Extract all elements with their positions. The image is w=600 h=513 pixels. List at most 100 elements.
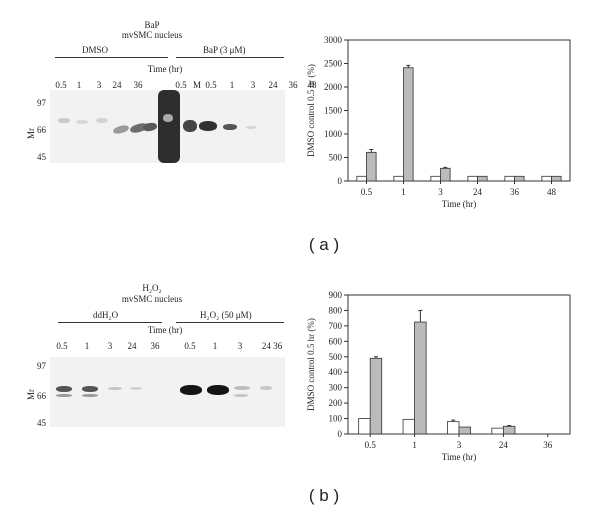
blot-b-marker-45: 45 (37, 418, 46, 428)
bar (467, 175, 478, 182)
y-tick-label: 600 (329, 336, 343, 346)
blot-a-left-bracket (55, 57, 168, 58)
band (183, 120, 197, 132)
bar (402, 418, 415, 435)
bar (491, 427, 504, 435)
y-tick-label: 500 (329, 352, 343, 362)
x-tick-label: 36 (543, 440, 553, 450)
band (82, 386, 98, 392)
bar (356, 175, 367, 182)
x-tick-label: 0.5 (365, 440, 377, 450)
blot-a-lane-label: 0.5 (55, 80, 67, 90)
blot-a-mr-label: Mr (26, 128, 36, 139)
blot-a-lane-label: 1 (229, 80, 235, 90)
band (130, 387, 142, 390)
blot-a-right-bracket (176, 57, 284, 58)
blot-a-title: BaP (144, 20, 160, 30)
x-tick-label: 1 (412, 440, 417, 450)
band (234, 386, 250, 390)
blot-b-right-bracket (176, 322, 284, 323)
y-tick-label: 500 (329, 153, 343, 163)
x-tick-label: 3 (457, 440, 462, 450)
blot-a-group-left: DMSO (82, 45, 109, 55)
blot-b-lane-label: 1 (84, 341, 90, 351)
blot-a-lane-label: 3 (250, 80, 256, 90)
x-tick-label: 1 (401, 187, 406, 197)
bar (358, 418, 371, 435)
blot-b-time-label: Time (hr) (147, 325, 183, 335)
band (142, 121, 158, 133)
band (82, 394, 98, 397)
y-tick-label: 2500 (324, 59, 343, 69)
bar-chart-a: 0 500 1000 1500 2000 2500 3000 0.5 1 3 24 36 48 Time … (306, 35, 571, 209)
blot-b-lane-label: 3 (237, 341, 243, 351)
bar (393, 175, 404, 182)
band (234, 394, 248, 397)
blot-a-lane-label: 1 (76, 80, 82, 90)
blot-b-lane-label: 24 (127, 341, 137, 351)
band (108, 387, 122, 390)
blot-a-lane-label: 24 (268, 80, 278, 90)
blot-a-marker-97: 97 (37, 98, 46, 108)
blot-a-lane-label: 36 (133, 80, 143, 90)
blot-a-subtitle: mvSMC nucleus (121, 30, 183, 40)
band (112, 124, 130, 135)
bar (541, 175, 552, 182)
blot-b-lane-label: 24 36 (261, 341, 283, 351)
y-tick-label: 1000 (324, 129, 343, 139)
x-tick-label: 48 (547, 187, 557, 197)
blot-b-group-right: H₂O₂ (50 μM) (200, 310, 252, 320)
bar (477, 175, 488, 182)
x-tick-label: 24 (473, 187, 483, 197)
blot-b-lane-label: 0.5 (56, 341, 68, 351)
band (163, 114, 173, 122)
blot-b-group-left: ddH₂O (93, 310, 119, 320)
bar (440, 167, 451, 182)
blot-a-lane-label: 0.5 (175, 80, 187, 90)
bar (458, 426, 471, 435)
blot-b-lane-label: 0.5 (184, 341, 196, 351)
x-axis-label: Time (hr) (442, 452, 476, 462)
bar (366, 151, 377, 182)
bar (403, 67, 414, 182)
band (207, 385, 229, 395)
y-tick-label: 700 (329, 321, 343, 331)
y-tick-label: 0 (338, 429, 343, 439)
x-tick-label: 36 (510, 187, 520, 197)
blot-b-left-bracket (58, 322, 162, 323)
y-tick-label: 0 (338, 176, 343, 186)
blot-a-lane-label: 36 (288, 80, 298, 90)
blot-a-marker-45: 45 (37, 152, 46, 162)
y-tick-label: 1500 (324, 106, 343, 116)
band (199, 121, 217, 131)
band (56, 386, 72, 392)
bar (430, 175, 441, 182)
blot-b-marker-97: 97 (37, 361, 46, 371)
blot-a-lane-label: 24 (112, 80, 122, 90)
x-tick-label: 3 (438, 187, 443, 197)
y-tick-label: 200 (329, 398, 343, 408)
y-tick-label: 2000 (324, 82, 343, 92)
blot-b-marker-66: 66 (37, 391, 46, 401)
bar (369, 357, 383, 435)
plot-frame (347, 39, 571, 182)
blot-b-title: H₂O₂ (142, 283, 162, 293)
blot-b-lane-label: 36 (150, 341, 160, 351)
bar (504, 175, 515, 182)
band (56, 394, 72, 397)
bar-chart-b: 0 100 200 300 400 500 600 700 800 900 0.5 1 3 24 36 Tim… (306, 290, 571, 462)
blot-a-lane-label: 48 (307, 80, 317, 90)
bar (414, 321, 427, 435)
y-tick-label: 300 (329, 383, 343, 393)
blot-a-image (50, 90, 285, 163)
band-marker-lane (158, 90, 180, 163)
bar (551, 175, 562, 182)
y-tick-label: 400 (329, 367, 343, 377)
band (223, 124, 237, 130)
y-tick-label: 3000 (324, 35, 343, 45)
panel-label-b: ( b ) (308, 486, 340, 505)
blot-b-subtitle: mvSMC nucleus (121, 294, 183, 304)
blot-a-marker-66: 66 (37, 125, 46, 135)
y-axis-label: DMSO control 0.5 hr (%) (306, 318, 316, 411)
blot-b-lane-label: 3 (107, 341, 113, 351)
